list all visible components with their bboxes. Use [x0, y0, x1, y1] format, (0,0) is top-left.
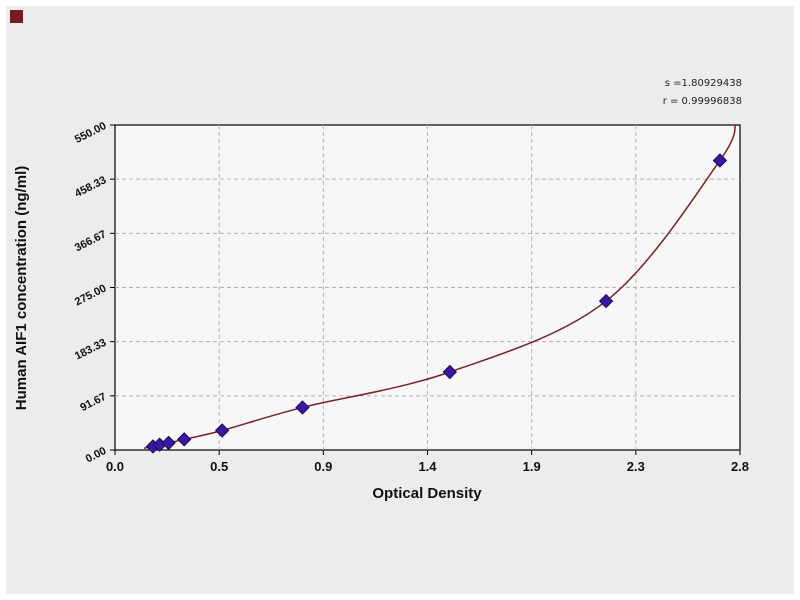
corner-mark	[10, 10, 23, 23]
x-tick-label: 1.9	[523, 459, 541, 474]
y-axis-label: Human AIF1 concentration (ng/ml)	[13, 166, 30, 410]
data-point	[712, 153, 728, 168]
x-tick-label: 0.0	[106, 459, 124, 474]
x-tick-label: 1.4	[418, 459, 437, 474]
x-axis-label: Optical Density	[372, 485, 482, 502]
data-point-layer	[145, 153, 728, 454]
fit-correlation-annotation: r = 0.99996838	[663, 96, 742, 107]
x-tick-label: 2.8	[731, 459, 749, 474]
data-point	[161, 435, 176, 451]
x-tick-label: 2.3	[627, 459, 645, 474]
x-tick-label: 0.5	[210, 459, 228, 474]
data-point	[176, 432, 192, 447]
x-tick-label: 0.9	[314, 459, 332, 474]
data-point	[442, 364, 458, 380]
chart-background-layer	[6, 6, 794, 594]
gridline-layer	[115, 125, 740, 450]
fit-coefficient-annotation: s =1.80929438	[665, 78, 742, 89]
data-point	[214, 423, 230, 438]
data-point	[598, 293, 614, 309]
data-point	[295, 400, 310, 415]
